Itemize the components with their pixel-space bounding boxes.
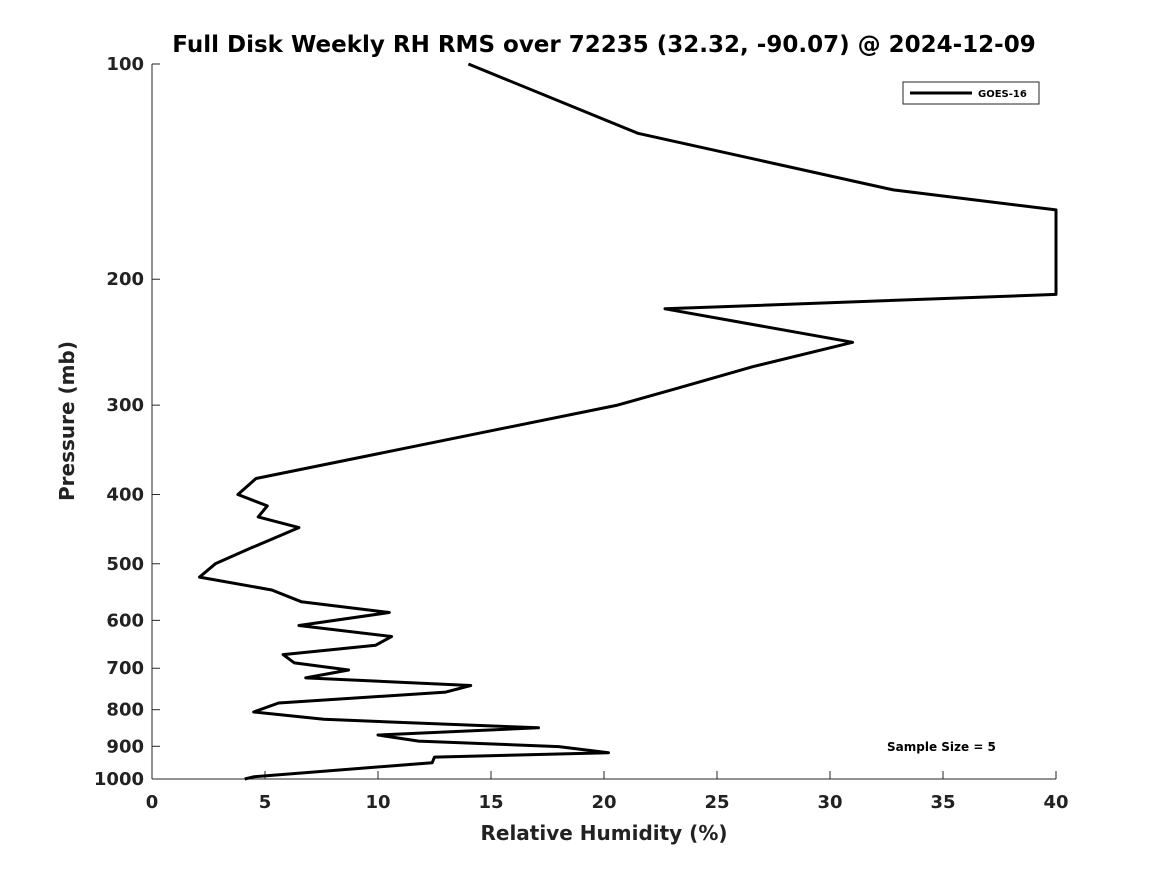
y-tick-label-800: 800 — [106, 700, 144, 721]
x-tick-label-0: 0 — [146, 792, 159, 813]
y-tick-label-300: 300 — [106, 395, 144, 416]
legend: GOES-16 — [902, 81, 1040, 105]
sample-size-annotation: Sample Size = 5 — [887, 740, 996, 754]
y-axis-ticks: 100 200 300 400 500 600 700 800 900 1000 — [94, 54, 160, 790]
chart-title: Full Disk Weekly RH RMS over 72235 (32.3… — [172, 32, 1035, 58]
series-line-goes-16 — [198, 62, 1058, 781]
series-layer — [198, 62, 1058, 781]
y-tick-label-600: 600 — [106, 610, 144, 631]
x-axis-label: Relative Humidity (%) — [480, 821, 727, 845]
x-axis-ticks: 0 5 10 15 20 25 30 35 40 — [146, 771, 1069, 813]
x-tick-label-15: 15 — [478, 792, 503, 813]
y-tick-label-700: 700 — [106, 658, 144, 679]
y-tick-label-1000: 1000 — [94, 769, 144, 790]
legend-entry-goes-16: GOES-16 — [978, 89, 1027, 100]
x-tick-label-35: 35 — [930, 792, 955, 813]
y-tick-label-900: 900 — [106, 736, 144, 757]
y-tick-label-500: 500 — [106, 554, 144, 575]
y-tick-label-400: 400 — [106, 484, 144, 505]
x-tick-label-10: 10 — [365, 792, 390, 813]
y-tick-label-200: 200 — [106, 269, 144, 290]
x-tick-label-5: 5 — [259, 792, 272, 813]
x-tick-label-40: 40 — [1043, 792, 1068, 813]
x-tick-label-30: 30 — [817, 792, 842, 813]
x-tick-label-20: 20 — [591, 792, 616, 813]
plot-axes — [151, 64, 1056, 780]
y-axis-label: Pressure (mb) — [55, 341, 79, 501]
y-tick-label-100: 100 — [106, 54, 144, 75]
x-tick-label-25: 25 — [704, 792, 729, 813]
